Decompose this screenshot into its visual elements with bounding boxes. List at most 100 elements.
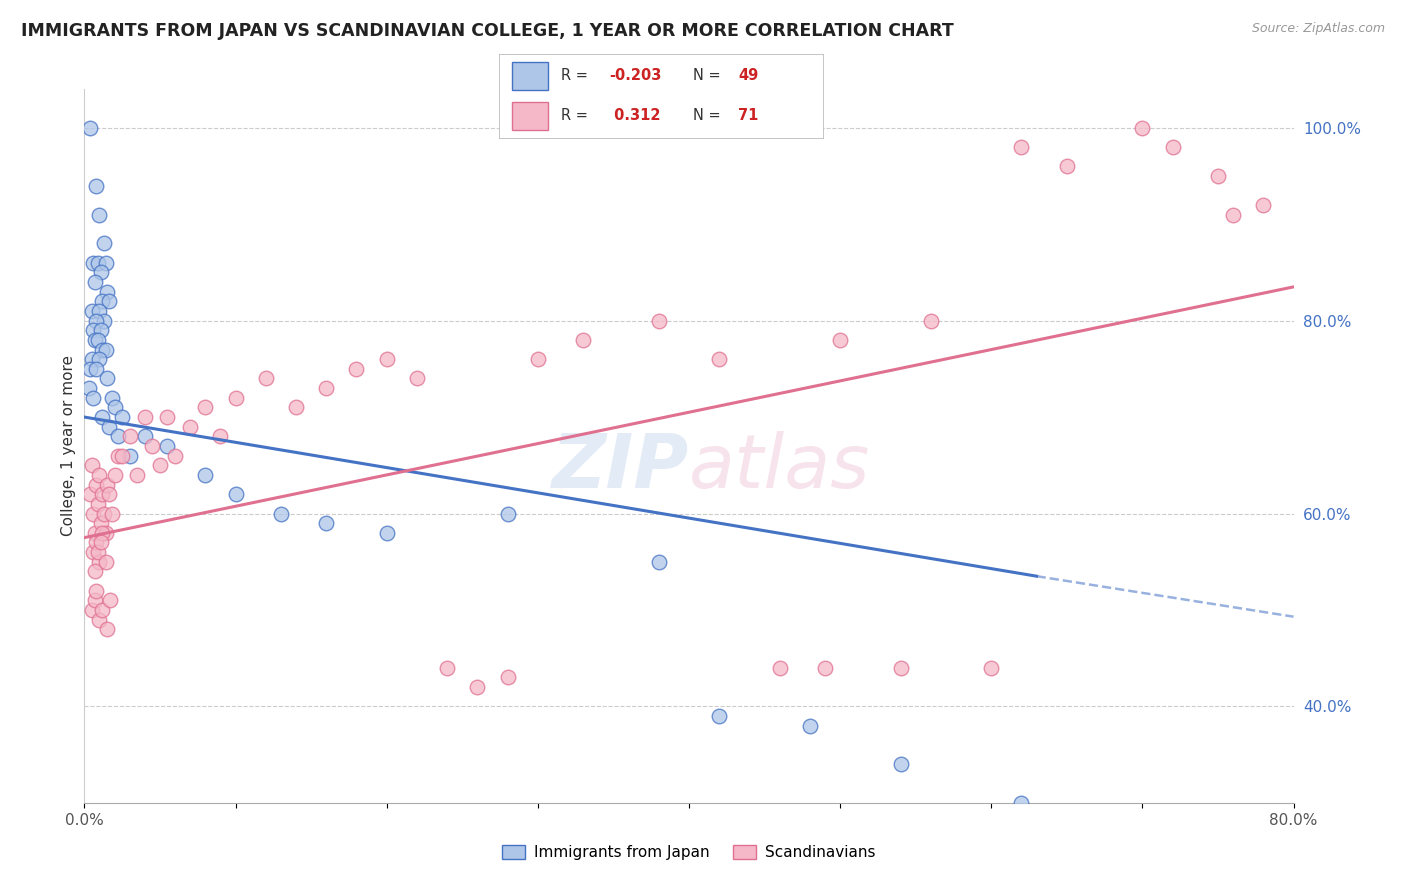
Scandinavians	[141, 439, 163, 453]
Immigrants from Japan	[89, 208, 111, 222]
Scandinavians	[467, 680, 489, 694]
Scandinavians	[84, 593, 107, 607]
Scandinavians	[209, 429, 232, 443]
Immigrants from Japan	[91, 294, 114, 309]
Immigrants from Japan	[96, 285, 118, 299]
Scandinavians	[890, 661, 912, 675]
Immigrants from Japan	[82, 256, 104, 270]
Scandinavians	[86, 583, 108, 598]
Scandinavians	[1011, 140, 1033, 154]
Immigrants from Japan	[93, 236, 115, 251]
Scandinavians	[86, 535, 108, 549]
Immigrants from Japan	[111, 410, 134, 425]
Text: Source: ZipAtlas.com: Source: ZipAtlas.com	[1251, 22, 1385, 36]
Text: IMMIGRANTS FROM JAPAN VS SCANDINAVIAN COLLEGE, 1 YEAR OR MORE CORRELATION CHART: IMMIGRANTS FROM JAPAN VS SCANDINAVIAN CO…	[21, 22, 953, 40]
Immigrants from Japan	[86, 313, 108, 327]
Immigrants from Japan	[80, 304, 103, 318]
Scandinavians	[496, 670, 519, 684]
Immigrants from Japan	[496, 507, 519, 521]
Scandinavians	[315, 381, 337, 395]
Scandinavians	[709, 352, 731, 367]
Text: N =: N =	[693, 108, 725, 123]
Immigrants from Japan	[82, 391, 104, 405]
Scandinavians	[111, 449, 134, 463]
Immigrants from Japan	[84, 275, 107, 289]
Immigrants from Japan	[86, 362, 108, 376]
Scandinavians	[89, 613, 111, 627]
Scandinavians	[648, 313, 671, 327]
Immigrants from Japan	[90, 323, 112, 337]
Scandinavians	[79, 487, 101, 501]
Scandinavians	[94, 555, 117, 569]
Scandinavians	[91, 487, 114, 501]
Scandinavians	[980, 661, 1002, 675]
Scandinavians	[118, 429, 141, 443]
Scandinavians	[80, 603, 103, 617]
Immigrants from Japan	[90, 265, 112, 279]
Scandinavians	[91, 603, 114, 617]
Immigrants from Japan	[84, 333, 107, 347]
Immigrants from Japan	[79, 120, 101, 135]
Scandinavians	[98, 593, 121, 607]
Immigrants from Japan	[93, 313, 115, 327]
Immigrants from Japan	[890, 757, 912, 772]
Scandinavians	[346, 362, 368, 376]
Scandinavians	[527, 352, 550, 367]
Immigrants from Japan	[87, 333, 110, 347]
Immigrants from Japan	[94, 343, 117, 357]
Text: N =: N =	[693, 68, 725, 83]
Scandinavians	[82, 507, 104, 521]
Scandinavians	[254, 371, 277, 385]
Scandinavians	[80, 458, 103, 473]
Text: atlas: atlas	[689, 432, 870, 503]
Scandinavians	[91, 525, 114, 540]
Immigrants from Japan	[118, 449, 141, 463]
Immigrants from Japan	[156, 439, 179, 453]
Bar	[512, 102, 547, 130]
Scandinavians	[406, 371, 429, 385]
Text: -0.203: -0.203	[609, 68, 661, 83]
Text: 0.312: 0.312	[609, 108, 661, 123]
Scandinavians	[89, 555, 111, 569]
Immigrants from Japan	[89, 352, 111, 367]
Immigrants from Japan	[91, 343, 114, 357]
Text: R =: R =	[561, 108, 592, 123]
Scandinavians	[87, 545, 110, 559]
Scandinavians	[156, 410, 179, 425]
Scandinavians	[90, 516, 112, 530]
Scandinavians	[127, 467, 149, 482]
Immigrants from Japan	[89, 304, 111, 318]
Scandinavians	[86, 477, 108, 491]
Scandinavians	[814, 661, 837, 675]
Scandinavians	[194, 401, 217, 415]
Immigrants from Japan	[77, 381, 100, 395]
Scandinavians	[96, 477, 118, 491]
Scandinavians	[1130, 120, 1153, 135]
Scandinavians	[165, 449, 187, 463]
Immigrants from Japan	[82, 323, 104, 337]
Immigrants from Japan	[134, 429, 156, 443]
Immigrants from Japan	[97, 419, 120, 434]
Text: ZIP: ZIP	[551, 431, 689, 504]
Immigrants from Japan	[107, 429, 129, 443]
Immigrants from Japan	[97, 294, 120, 309]
Scandinavians	[87, 497, 110, 511]
Scandinavians	[1206, 169, 1229, 183]
Immigrants from Japan	[79, 362, 101, 376]
Scandinavians	[97, 487, 120, 501]
Scandinavians	[1056, 159, 1078, 173]
Scandinavians	[90, 535, 112, 549]
Immigrants from Japan	[225, 487, 247, 501]
Scandinavians	[84, 525, 107, 540]
Scandinavians	[1253, 198, 1275, 212]
Immigrants from Japan	[94, 256, 117, 270]
Text: 71: 71	[738, 108, 759, 123]
Bar	[512, 62, 547, 90]
Scandinavians	[769, 661, 792, 675]
Immigrants from Japan	[91, 410, 114, 425]
Scandinavians	[96, 622, 118, 636]
Scandinavians	[93, 507, 115, 521]
Immigrants from Japan	[270, 507, 292, 521]
Scandinavians	[94, 525, 117, 540]
Scandinavians	[1222, 208, 1244, 222]
